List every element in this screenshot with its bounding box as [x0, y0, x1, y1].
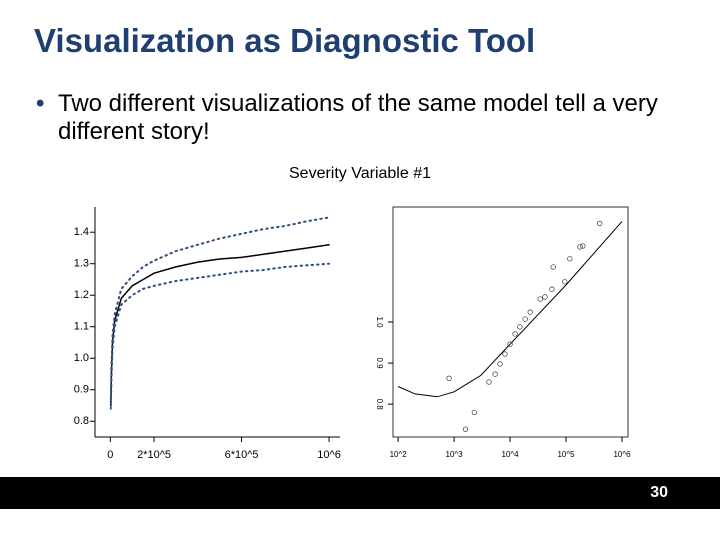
- point: [486, 379, 492, 385]
- point: [537, 296, 543, 302]
- point: [550, 264, 556, 270]
- point: [527, 309, 533, 315]
- x-tick-label: 10^5: [557, 450, 575, 459]
- point: [580, 243, 586, 249]
- page-number: 30: [650, 484, 668, 501]
- y-tick-label: 0.9: [375, 358, 384, 370]
- point: [471, 409, 477, 416]
- y-tick-label: 1.0: [74, 352, 89, 364]
- point: [462, 426, 469, 432]
- y-tick-label: 1.4: [74, 226, 89, 238]
- band-line: [109, 262, 331, 410]
- y-tick-label: 1.1: [74, 321, 89, 333]
- y-tick-label: 1.3: [74, 258, 89, 270]
- point: [517, 324, 523, 330]
- y-tick-label: 0.9: [74, 384, 89, 396]
- x-tick-label: 10^6: [317, 449, 341, 461]
- bullet: • Two different visualizations of the sam…: [36, 90, 658, 145]
- y-tick-label: 0.8: [375, 399, 384, 411]
- point: [497, 361, 503, 367]
- band-line: [109, 216, 331, 404]
- fit-line: [110, 244, 330, 407]
- x-tick-label: 10^2: [390, 450, 408, 459]
- x-tick-label: 0: [107, 449, 113, 461]
- point: [567, 256, 573, 262]
- y-tick-label: 1.2: [74, 289, 89, 301]
- x-tick-label: 2*10^5: [137, 449, 171, 461]
- x-tick-label: 10^3: [446, 450, 464, 459]
- x-tick-label: 6*10^5: [225, 449, 259, 461]
- point: [446, 375, 452, 381]
- point: [562, 279, 568, 285]
- footer: 30: [0, 477, 720, 509]
- bullet-text: Two different visualizations of the same…: [58, 90, 658, 145]
- fit-line: [397, 221, 623, 398]
- point: [502, 351, 508, 357]
- point: [512, 331, 518, 337]
- x-tick-label: 10^4: [502, 450, 520, 459]
- point: [597, 220, 603, 227]
- figure-title: Severity Variable #1: [289, 165, 431, 182]
- x-tick-label: 10^6: [613, 450, 631, 459]
- point: [542, 294, 548, 300]
- point: [549, 286, 555, 292]
- y-tick-label: 1.0: [375, 316, 384, 328]
- point: [522, 316, 528, 322]
- point: [492, 371, 498, 377]
- y-tick-label: 0.8: [74, 415, 89, 427]
- plot-frame: [392, 206, 629, 438]
- slide-title: Visualization as Diagnostic Tool: [34, 22, 536, 59]
- point: [577, 244, 583, 250]
- point: [507, 341, 513, 347]
